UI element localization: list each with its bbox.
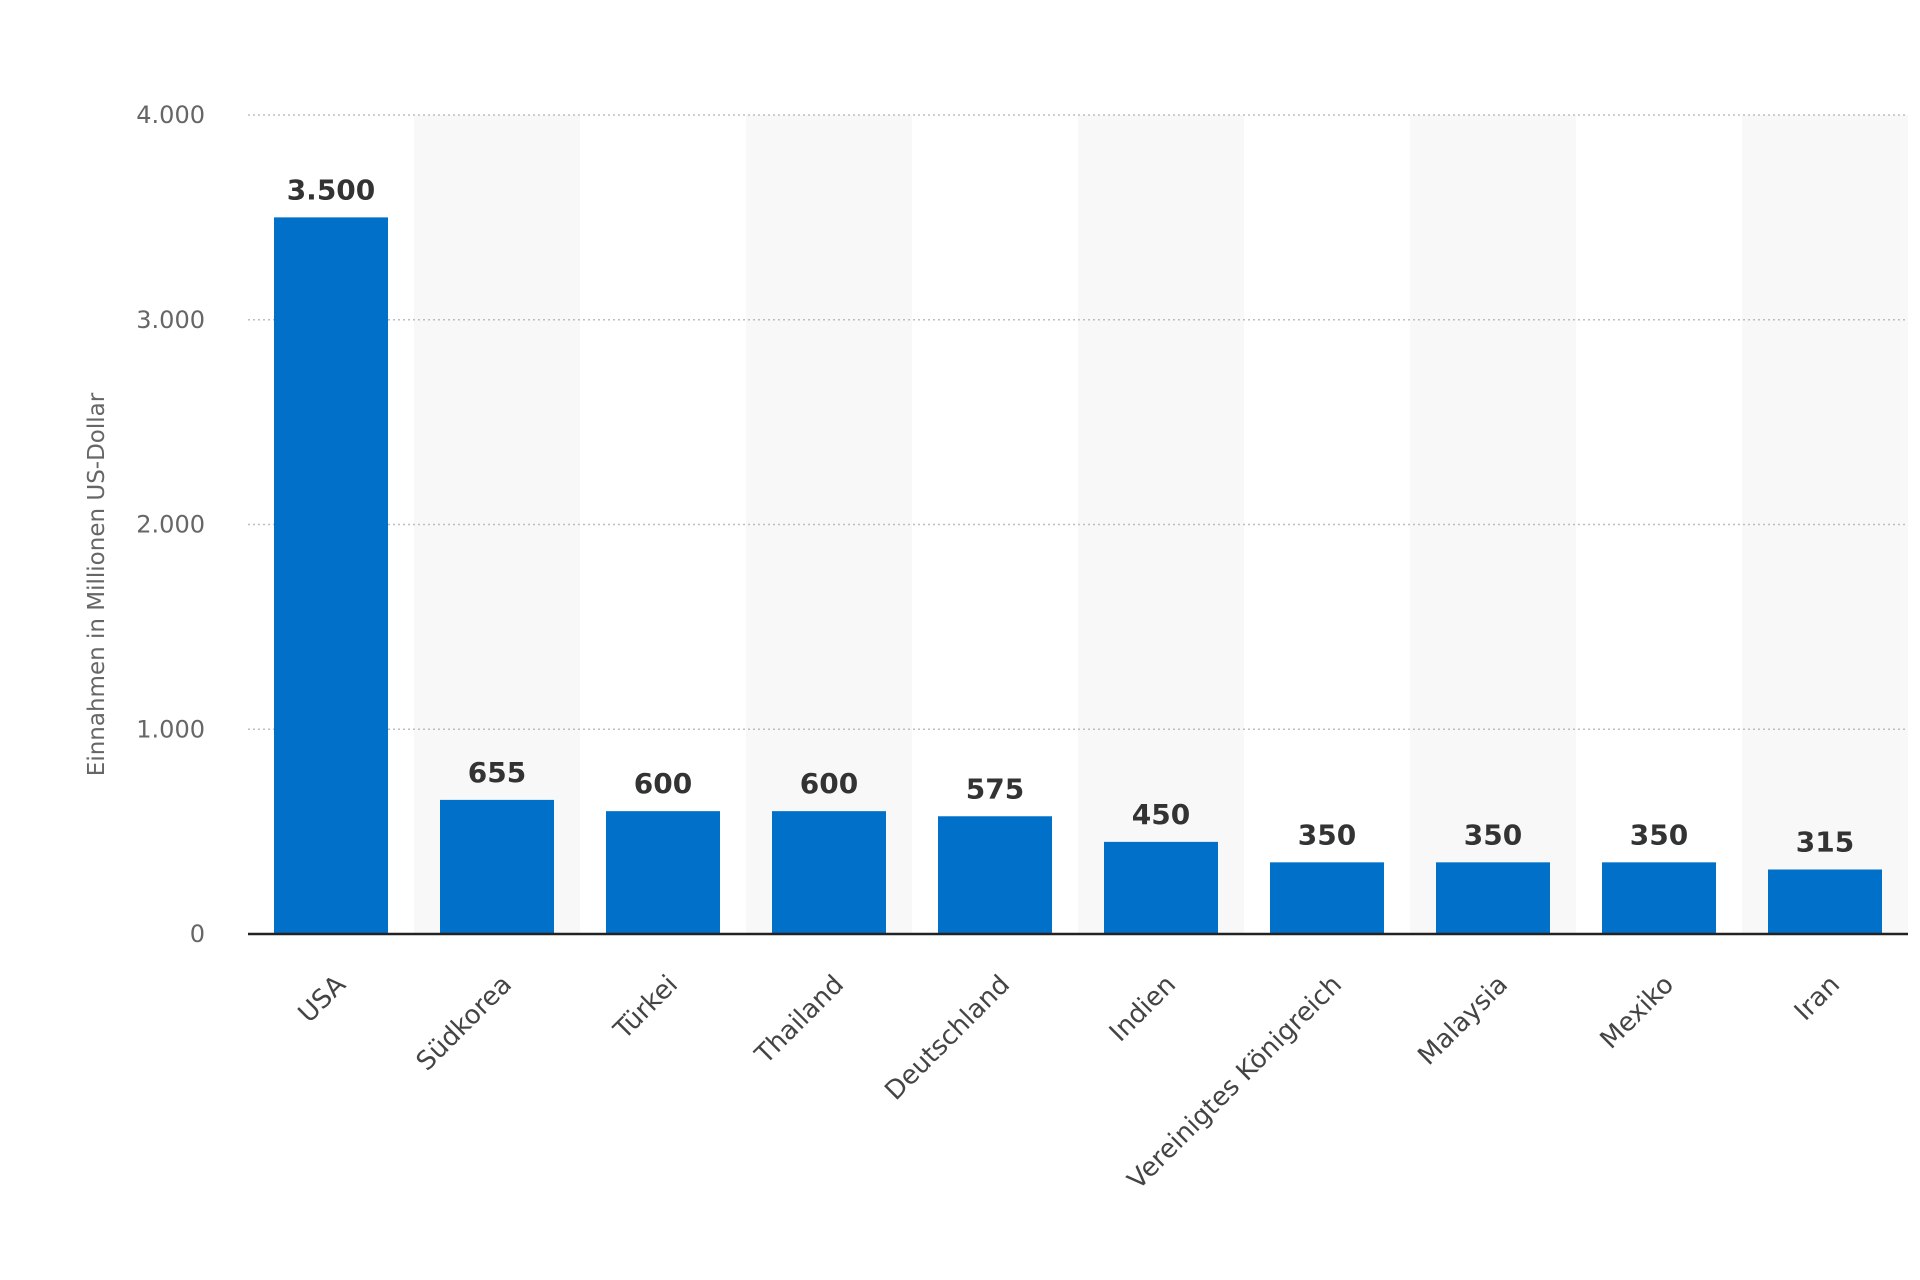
value-label: 350 [1630, 818, 1688, 851]
category-label: Türkei [608, 970, 684, 1046]
bar [1768, 869, 1882, 934]
bar [440, 799, 554, 934]
bars [274, 217, 1882, 934]
y-tick-label: 2.000 [136, 511, 205, 539]
y-tick-label: 0 [190, 920, 205, 948]
value-label: 655 [468, 756, 526, 789]
category-label: USA [293, 970, 352, 1029]
category-label: Südkorea [411, 970, 518, 1077]
category-band [414, 115, 580, 934]
y-tick-label: 4.000 [136, 101, 205, 129]
value-label: 575 [966, 772, 1024, 805]
bar [1436, 862, 1550, 934]
value-label: 350 [1298, 818, 1356, 851]
y-tick-label: 1.000 [136, 715, 205, 743]
y-tick-label: 3.000 [136, 306, 205, 334]
category-label: Iran [1789, 970, 1846, 1027]
value-label: 600 [800, 767, 858, 800]
value-label: 600 [634, 767, 692, 800]
bar [1602, 862, 1716, 934]
value-label: 3.500 [287, 173, 376, 206]
gridlines [248, 114, 1908, 730]
category-label: Indien [1104, 970, 1182, 1048]
bar [1270, 862, 1384, 934]
value-label: 315 [1796, 826, 1854, 859]
category-label: Thailand [749, 970, 850, 1071]
value-label: 450 [1132, 798, 1190, 831]
category-label: Malaysia [1412, 970, 1514, 1072]
value-label: 350 [1464, 818, 1522, 851]
category-band [1078, 115, 1244, 934]
bar [606, 811, 720, 934]
bar [274, 217, 388, 934]
category-label: Deutschland [879, 970, 1016, 1107]
y-axis-label: Einnahmen in Millionen US-Dollar [84, 392, 110, 776]
bar [938, 816, 1052, 934]
y-axis-ticks: 0 1.000 2.000 3.000 4.000 [136, 101, 205, 948]
bar [1104, 841, 1218, 934]
category-label: Mexiko [1595, 970, 1680, 1055]
value-labels: 3.500 655 600 600 575 450 350 350 350 315 [287, 173, 1855, 858]
bar [772, 811, 886, 934]
category-labels: USA Südkorea Türkei Thailand Deutschland Indi… [293, 970, 1846, 1196]
